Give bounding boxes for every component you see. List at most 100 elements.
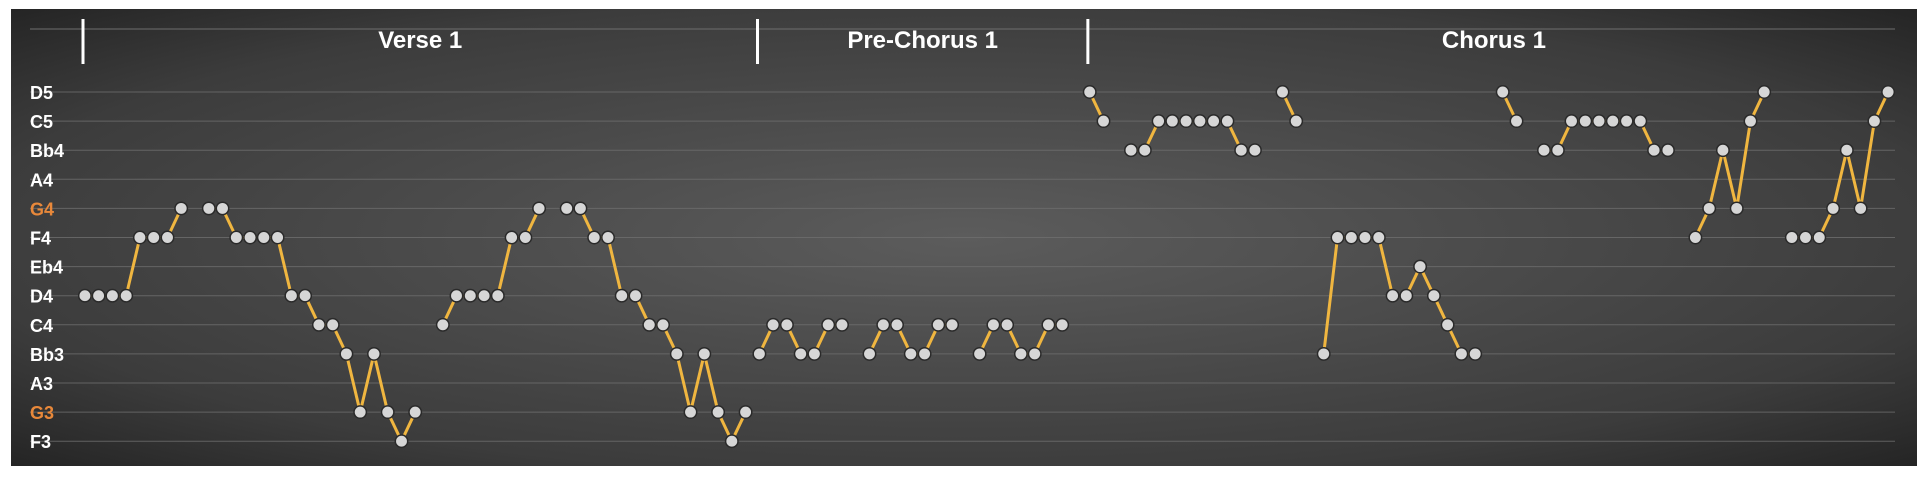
note-point [1041,317,1056,332]
note-point [862,346,877,361]
note-point [559,201,574,216]
note-point [945,317,960,332]
note-point [1206,114,1221,129]
note-point [1220,114,1235,129]
lane-label-F3: F3 [30,432,51,452]
note-point [1426,288,1441,303]
note-point [876,317,891,332]
note-point [779,317,794,332]
note-point [1124,143,1138,158]
note-point [1688,230,1703,245]
note-point [1812,230,1827,245]
note-point [1867,114,1882,129]
note-point [1096,114,1111,129]
note-point [394,434,409,449]
note-point [1853,201,1868,216]
lane-label-D4: D4 [30,287,53,307]
note-point [1826,201,1841,216]
note-point [601,230,615,245]
section-label-2: Pre-Chorus 1 [847,27,998,54]
note-point [532,201,547,216]
note-point [270,230,285,245]
note-point [1550,143,1565,158]
lane-label-A3: A3 [30,374,53,394]
note-point [1082,85,1097,99]
note-point [1537,143,1551,158]
note-point [1784,230,1799,245]
section-label-1: Verse 1 [378,27,462,54]
note-point [215,201,230,216]
note-point [793,346,808,361]
note-point [1564,114,1579,129]
note-point [917,346,932,361]
note-point [1289,114,1304,129]
note-point [1743,114,1758,129]
note-point [903,346,918,361]
note-point [1660,143,1675,158]
note-point [986,317,1001,332]
note-point [573,201,588,216]
note-point [628,288,643,303]
note-point [1165,114,1180,129]
note-point [1757,85,1772,99]
note-point [490,288,505,303]
note-point [1715,143,1730,158]
note-point [1495,85,1510,99]
section-label-3: Chorus 1 [1442,27,1546,54]
note-point [1619,114,1634,129]
note-point [435,317,450,332]
lane-label-Eb4: Eb4 [30,258,63,278]
note-point [724,434,739,449]
section-markers: Verse 1 Pre-Chorus 1 Chorus 1 [81,19,1546,64]
note-point [284,288,299,303]
note-point [243,230,258,245]
note-point [477,288,492,303]
note-point [518,230,533,245]
note-point [1468,346,1483,361]
note-point [132,230,147,245]
note-point [1234,143,1249,158]
note-point [1633,114,1648,129]
note-point [1344,230,1359,245]
note-point [1454,346,1469,361]
note-point [752,346,767,361]
note-point [256,230,271,245]
note-point [504,230,519,245]
note-point [1371,230,1386,245]
note-point [642,317,657,332]
note-point [311,317,326,332]
note-point [298,288,313,303]
lane-label-Bb4: Bb4 [30,141,64,161]
note-point [821,317,836,332]
note-point [683,405,698,420]
note-point [1000,317,1015,332]
note-point [1413,259,1428,274]
note-point [972,346,987,361]
note-point [1275,85,1290,99]
note-point [890,317,904,332]
note-point [105,288,120,303]
note-point [1509,114,1524,129]
gridlines [30,28,1895,442]
note-point [835,317,849,332]
note-point [1330,230,1345,245]
note-point [229,230,244,245]
note-point [1729,201,1744,216]
note-point [339,346,354,361]
note-point [1605,114,1620,129]
note-point [1137,143,1152,158]
note-point [1151,114,1166,129]
note-point [463,288,478,303]
note-point [614,288,629,303]
note-point [367,346,381,361]
note-point [766,317,781,332]
lane-label-C4: C4 [30,316,53,336]
note-point [1647,143,1662,158]
note-point [697,346,712,361]
note-point [1013,346,1028,361]
note-point [1027,346,1042,361]
note-point [449,288,464,303]
note-point [1578,114,1593,129]
note-point [408,405,423,420]
